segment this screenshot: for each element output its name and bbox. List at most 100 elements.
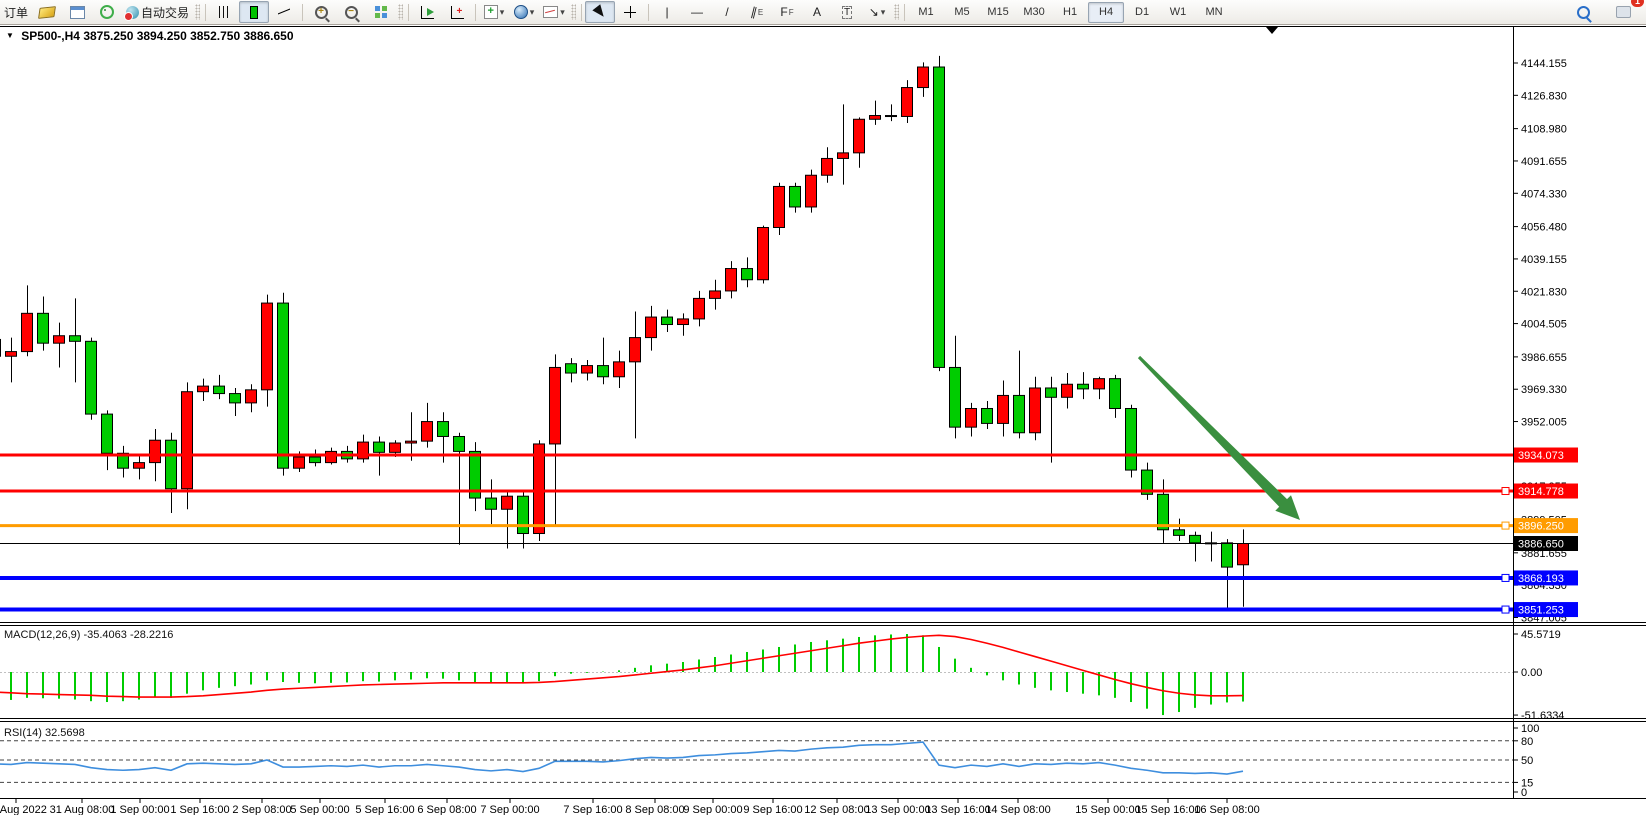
price-tag — [1514, 447, 1578, 463]
vertical-line-tool-button[interactable]: | — [652, 1, 682, 23]
candle — [853, 118, 865, 154]
line-handle[interactable] — [1501, 605, 1510, 614]
price-tag — [1514, 483, 1578, 499]
signals-button[interactable] — [92, 1, 122, 23]
price-tick-label: 4126.830 — [1521, 90, 1567, 102]
candle — [949, 366, 961, 428]
new-order-button[interactable] — [32, 1, 62, 23]
timeframe-toolbar: M1 M5 M15 M30 H1 H4 D1 W1 MN — [908, 1, 1232, 23]
candle — [997, 394, 1009, 424]
zoom-out-button[interactable]: − — [336, 1, 366, 23]
rsi-tick-label: 50 — [1521, 755, 1533, 767]
timeframe-MN[interactable]: MN — [1205, 6, 1223, 18]
chart-shift-button[interactable]: + — [442, 1, 472, 23]
macd-signal-line — [0, 634, 1244, 698]
toolbar-grip — [571, 4, 577, 20]
arrows-tool-button[interactable]: ↘ ▾ — [862, 1, 892, 23]
orders-button[interactable]: 订单 — [0, 1, 32, 23]
time-label: 15 Sep 16:00 — [1135, 804, 1200, 815]
timeframe-M30[interactable]: M30 — [1023, 6, 1045, 18]
rsi-line — [0, 741, 1244, 775]
time-label: 7 Sep 16:00 — [563, 804, 622, 815]
label-tool-button[interactable]: T — [832, 1, 862, 23]
search-icon — [1576, 5, 1590, 19]
timeframe-M15[interactable]: M15 — [987, 6, 1009, 18]
chevron-down-icon: ▾ — [560, 6, 565, 17]
candle — [1109, 378, 1121, 409]
candle — [1237, 543, 1249, 566]
price-tag — [1514, 602, 1578, 618]
line-handle[interactable] — [1501, 521, 1510, 530]
price-tag-label: 3896.250 — [1518, 521, 1564, 533]
timeframe-H1[interactable]: H1 — [1063, 6, 1078, 18]
periods-button[interactable]: ▾ — [509, 1, 539, 23]
symbol-dropdown-icon[interactable]: ▼ — [6, 31, 14, 40]
cursor-tool-button[interactable] — [585, 1, 616, 23]
timeframe-W1[interactable]: W1 — [1169, 6, 1187, 18]
auto-scroll-button[interactable] — [412, 1, 442, 23]
symbol-period-label: SP500-,H4 — [21, 29, 80, 43]
autotrade-icon — [124, 5, 140, 21]
trend-arrow-annotation[interactable] — [1137, 355, 1300, 520]
price-tag-label: 3851.253 — [1518, 605, 1564, 617]
tile-windows-button[interactable] — [366, 1, 396, 23]
candle — [885, 115, 897, 118]
time-label: 13 Sep 00:00 — [865, 804, 930, 815]
time-label: 13 Sep 16:00 — [925, 804, 990, 815]
timeframe-M1[interactable]: M1 — [918, 6, 934, 18]
candlestick-chart-button[interactable] — [239, 1, 270, 23]
tile-windows-icon — [375, 6, 388, 18]
text-tool-button[interactable]: A — [802, 1, 832, 23]
candle — [437, 421, 449, 437]
candle — [677, 318, 689, 326]
candle — [133, 462, 145, 469]
price-tick-label: 3952.005 — [1521, 417, 1567, 429]
candle — [981, 407, 993, 424]
fibonacci-tool-button[interactable]: F F — [780, 5, 794, 19]
timeframe-D1[interactable]: D1 — [1135, 6, 1150, 18]
time-label: 30 Aug 2022 — [0, 804, 47, 815]
price-tag — [1514, 570, 1578, 586]
rsi-tick-label: 100 — [1521, 723, 1539, 735]
candle — [181, 391, 193, 490]
trendline-tool-button[interactable]: / — [712, 1, 742, 23]
rsi-tick-label: 15 — [1521, 777, 1533, 789]
templates-button[interactable]: ▾ — [539, 1, 569, 23]
bar-chart-button[interactable] — [209, 1, 239, 23]
horizontal-line-icon: — — [691, 5, 704, 19]
line-handle[interactable] — [1501, 487, 1510, 496]
candle — [229, 393, 241, 404]
candle — [549, 366, 561, 445]
rsi-indicator-label: RSI(14) 32.5698 — [4, 727, 85, 739]
price-tick-label: 3969.330 — [1521, 384, 1567, 396]
line-handle[interactable] — [1501, 573, 1510, 582]
line-chart-icon — [278, 7, 290, 17]
toolbar-separator — [581, 3, 583, 21]
candle — [901, 87, 913, 117]
channel-tool-button[interactable]: ∥ E — [749, 4, 764, 20]
horizontal-line-tool-button[interactable]: — — [682, 1, 712, 23]
toolbar-separator — [205, 3, 207, 21]
candle — [117, 452, 129, 469]
notifications-button[interactable]: 1 — [1608, 0, 1644, 23]
search-button[interactable] — [1568, 1, 1598, 23]
chart-shift-marker[interactable] — [1266, 27, 1278, 34]
autotrade-button[interactable]: 自动交易 — [122, 1, 193, 23]
timeframe-M5[interactable]: M5 — [954, 6, 970, 18]
candle — [213, 385, 225, 395]
indicators-button[interactable]: + ▾ — [479, 1, 509, 23]
candle — [725, 268, 737, 292]
new-chart-button[interactable] — [62, 1, 92, 23]
price-tag — [1514, 518, 1578, 534]
time-label: 5 Sep 00:00 — [290, 804, 349, 815]
candle — [389, 442, 401, 453]
candle — [965, 407, 977, 428]
crosshair-tool-button[interactable] — [615, 1, 645, 23]
timeframe-H4[interactable]: H4 — [1088, 1, 1125, 23]
line-chart-button[interactable] — [269, 1, 299, 23]
zoom-in-button[interactable]: + — [306, 1, 336, 23]
vertical-line-icon: | — [665, 5, 669, 19]
toolbar-grip — [398, 4, 404, 20]
